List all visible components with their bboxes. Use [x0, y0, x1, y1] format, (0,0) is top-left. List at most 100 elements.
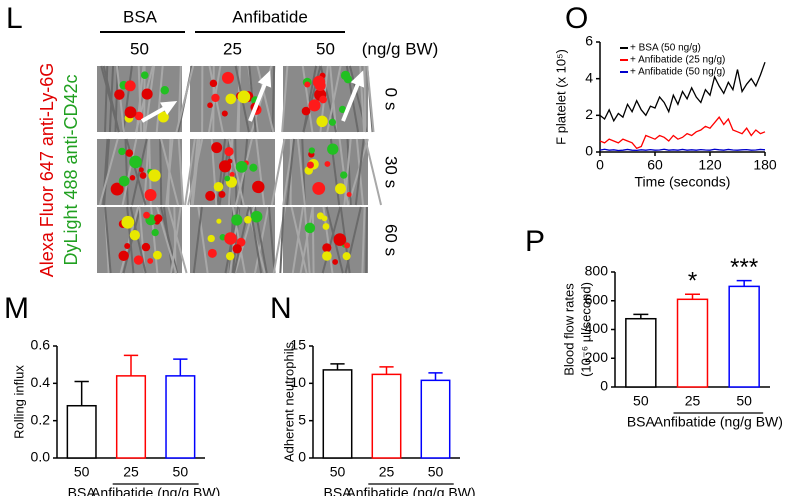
cell — [231, 214, 243, 226]
y-tick-label: 0.0 — [31, 449, 51, 465]
cell — [157, 111, 169, 123]
x-tick-label: 50 — [173, 464, 189, 480]
texture — [363, 65, 367, 133]
cell — [237, 90, 251, 104]
bar — [371, 373, 402, 459]
bar — [115, 375, 147, 459]
texture — [311, 206, 315, 274]
cell — [250, 210, 263, 223]
cell — [322, 251, 332, 261]
cell — [304, 222, 316, 234]
x-tick-label: 50 — [330, 464, 346, 480]
panel-letter: N — [270, 292, 292, 325]
header: BSA — [123, 7, 158, 26]
texture — [131, 138, 148, 206]
texture — [255, 138, 266, 206]
cell — [249, 163, 258, 172]
texture — [365, 206, 369, 274]
bar — [66, 404, 97, 459]
time-label: 60 s — [382, 224, 401, 256]
texture — [271, 65, 276, 133]
cell — [207, 248, 217, 258]
texture — [155, 65, 164, 133]
bar — [322, 369, 353, 459]
texture — [343, 138, 352, 206]
cell — [308, 147, 315, 154]
panel-letter: L — [6, 2, 23, 35]
bar — [676, 298, 709, 388]
bar — [728, 285, 760, 388]
texture — [144, 65, 156, 133]
texture — [122, 65, 133, 133]
header: Anfibatide — [232, 7, 308, 26]
cell — [209, 79, 218, 88]
texture — [103, 138, 111, 206]
cell — [124, 80, 136, 92]
texture — [354, 138, 365, 206]
stain-label: DyLight 488 anti-CD42c — [61, 74, 81, 265]
cell — [211, 93, 220, 103]
group-label: BSA — [323, 485, 352, 496]
x-tick-label: 50 — [736, 393, 752, 409]
cell — [229, 171, 235, 178]
y-axis-title: Rolling influx — [11, 365, 26, 439]
y-tick-label: 800 — [585, 263, 609, 279]
cell — [232, 244, 242, 254]
cell — [312, 75, 326, 89]
x-tick-label: 50 — [428, 464, 444, 480]
texture — [256, 65, 275, 133]
micrograph — [283, 139, 368, 205]
y-tick-label: 5 — [298, 411, 306, 427]
cell — [340, 70, 351, 81]
cell — [340, 171, 348, 179]
x-tick-label: 0 — [596, 157, 604, 173]
texture — [296, 138, 306, 206]
cell — [118, 147, 126, 156]
cell — [328, 118, 337, 126]
cell — [235, 160, 248, 173]
texture — [302, 65, 318, 133]
group-label: Anfibatide (ng/g BW) — [654, 414, 783, 430]
cell — [213, 182, 224, 192]
texture — [159, 138, 163, 206]
cell — [324, 161, 331, 167]
cell — [332, 259, 339, 265]
cell — [225, 251, 235, 261]
cell — [216, 218, 222, 224]
texture — [170, 206, 182, 274]
cell — [316, 115, 328, 128]
flow-arrow-head — [350, 70, 365, 88]
cell — [134, 111, 144, 121]
cell — [151, 228, 159, 237]
panel-letter: O — [565, 2, 588, 35]
x-axis-title: Time (seconds) — [635, 174, 731, 190]
texture — [124, 138, 129, 206]
cell — [221, 71, 234, 84]
y-tick-label: 4 — [585, 69, 593, 85]
dose-label: 25 — [223, 39, 242, 58]
error-bar — [633, 313, 649, 319]
cell — [322, 223, 330, 230]
texture — [281, 65, 289, 133]
x-tick-label: 25 — [123, 464, 139, 480]
texture — [165, 138, 174, 206]
cell — [312, 181, 326, 195]
cell — [121, 215, 135, 229]
cell — [225, 93, 237, 105]
y-tick-label: 0.4 — [31, 374, 51, 390]
texture — [122, 206, 142, 274]
texture — [192, 206, 203, 274]
cell — [224, 146, 234, 157]
time-label: 0 s — [382, 88, 401, 111]
error-bar — [173, 358, 188, 376]
error-bar — [685, 293, 700, 300]
texture — [286, 138, 296, 206]
x-tick-label: 50 — [633, 393, 649, 409]
cell — [141, 88, 153, 100]
cell — [207, 234, 215, 243]
flow-arrow-head — [257, 70, 272, 88]
y-axis-title: Adherent neutrophils — [281, 342, 296, 462]
cell — [306, 161, 314, 169]
texture — [159, 206, 179, 274]
texture — [364, 138, 383, 206]
